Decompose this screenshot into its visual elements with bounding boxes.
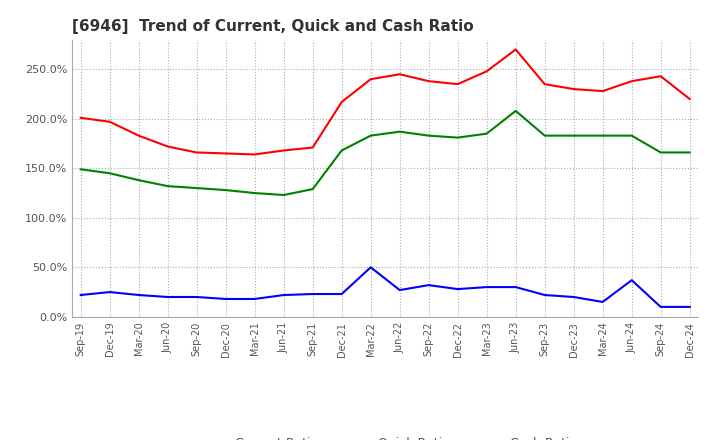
Current Ratio [105,119,114,125]
Quick Ratio [541,133,549,138]
Cash Ratio [135,292,143,297]
Quick Ratio [424,133,433,138]
Quick Ratio [511,108,520,114]
Quick Ratio [657,150,665,155]
Quick Ratio [627,133,636,138]
Quick Ratio [366,133,375,138]
Cash Ratio [685,304,694,310]
Current Ratio [135,133,143,138]
Cash Ratio [251,297,259,302]
Current Ratio [511,47,520,52]
Line: Cash Ratio: Cash Ratio [81,267,690,307]
Quick Ratio [308,187,317,192]
Current Ratio [454,81,462,87]
Text: [6946]  Trend of Current, Quick and Cash Ratio: [6946] Trend of Current, Quick and Cash … [72,19,474,34]
Cash Ratio [366,264,375,270]
Quick Ratio [192,186,201,191]
Quick Ratio [76,167,85,172]
Current Ratio [541,81,549,87]
Cash Ratio [627,278,636,283]
Cash Ratio [76,292,85,297]
Cash Ratio [221,297,230,302]
Legend: Current Ratio, Quick Ratio, Cash Ratio: Current Ratio, Quick Ratio, Cash Ratio [189,432,582,440]
Current Ratio [338,99,346,105]
Current Ratio [627,78,636,84]
Quick Ratio [105,171,114,176]
Current Ratio [279,148,288,153]
Cash Ratio [308,291,317,297]
Cash Ratio [657,304,665,310]
Current Ratio [424,78,433,84]
Quick Ratio [279,192,288,198]
Line: Quick Ratio: Quick Ratio [81,111,690,195]
Cash Ratio [511,284,520,290]
Cash Ratio [163,294,172,300]
Current Ratio [598,88,607,94]
Quick Ratio [482,131,491,136]
Quick Ratio [395,129,404,134]
Quick Ratio [135,177,143,183]
Current Ratio [192,150,201,155]
Current Ratio [570,86,578,92]
Quick Ratio [251,191,259,196]
Current Ratio [657,73,665,79]
Current Ratio [482,69,491,74]
Line: Current Ratio: Current Ratio [81,49,690,154]
Cash Ratio [598,299,607,304]
Cash Ratio [105,290,114,295]
Cash Ratio [279,292,288,297]
Quick Ratio [221,187,230,193]
Current Ratio [395,72,404,77]
Current Ratio [366,77,375,82]
Cash Ratio [541,292,549,297]
Cash Ratio [338,291,346,297]
Current Ratio [76,115,85,121]
Quick Ratio [163,183,172,189]
Quick Ratio [598,133,607,138]
Cash Ratio [570,294,578,300]
Current Ratio [221,151,230,156]
Cash Ratio [454,286,462,292]
Quick Ratio [685,150,694,155]
Current Ratio [251,152,259,157]
Quick Ratio [454,135,462,140]
Cash Ratio [192,294,201,300]
Cash Ratio [482,284,491,290]
Current Ratio [163,144,172,149]
Current Ratio [308,145,317,150]
Cash Ratio [424,282,433,288]
Cash Ratio [395,287,404,293]
Quick Ratio [338,148,346,153]
Quick Ratio [570,133,578,138]
Current Ratio [685,96,694,102]
